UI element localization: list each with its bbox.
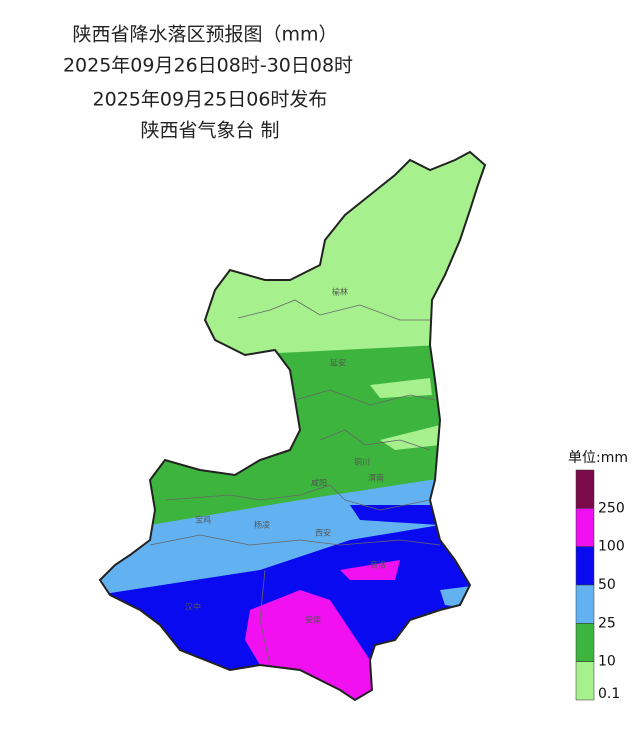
legend-label: 50 [598,577,616,593]
agency: 陕西省气象台 制 [140,120,279,142]
legend-swatch [575,508,595,547]
city-label: 渭南 [368,473,384,483]
city-label: 安康 [305,615,321,625]
city-label: 西安 [315,528,331,538]
legend-swatch [575,584,595,624]
legend-swatch [575,469,595,509]
legend-label: 10 [598,654,616,670]
city-label: 杨凌 [254,520,270,530]
legend-swatch [575,661,595,701]
legend-title: 单位:mm [568,450,628,466]
legend-label: 250 [598,500,625,516]
legend-label: 25 [598,615,616,631]
legend-label: 0.1 [598,686,620,702]
city-label: 榆林 [332,287,348,297]
issued: 2025年09月25日06时发布 [93,89,328,111]
legend-label: 100 [598,539,625,555]
city-label: 商洛 [370,560,386,570]
city-label: 汉中 [185,602,201,612]
district-borders [149,299,441,666]
title: 陕西省降水落区预报图（mm） [72,24,337,46]
city-label: 咸阳 [311,478,327,488]
period: 2025年09月26日08时-30日08时 [63,55,353,77]
city-label: 宝鸡 [195,515,211,525]
legend-swatch [575,623,595,662]
city-label: 铜川 [354,457,370,467]
city-label: 延安 [330,358,346,368]
legend-swatch [575,546,595,586]
legend: 单位:mm 250 100 50 25 10 0.1 [568,450,628,702]
